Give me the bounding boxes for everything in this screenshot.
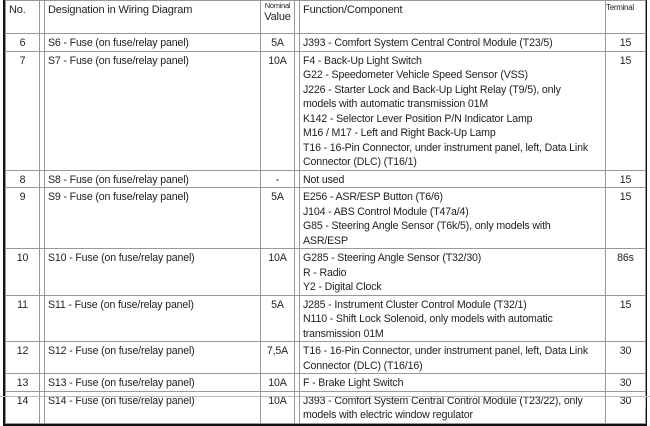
nominal-value-cell: 10A bbox=[260, 373, 295, 392]
nominal-value-cell: 5A bbox=[260, 187, 295, 249]
function-line: Y2 - Digital Clock bbox=[303, 281, 382, 293]
row-number: 6 bbox=[5, 33, 40, 52]
function-line: E256 - ASR/ESP Button (T6/6) bbox=[303, 191, 443, 203]
nominal-value-cell: 7,5A bbox=[260, 341, 295, 374]
function-cell: J393 - Comfort System Central Control Mo… bbox=[299, 33, 606, 52]
function-line: models with automatic transmission 01M bbox=[303, 98, 489, 110]
designation-cell: S7 - Fuse (on fuse/relay panel) bbox=[44, 50, 261, 171]
function-line: R - Radio bbox=[303, 266, 347, 279]
table-row: 13 S13 - Fuse (on fuse/relay panel) 10A F -… bbox=[5, 373, 646, 392]
function-line: G85 - Steering Angle Sensor (T6k/5), onl… bbox=[303, 220, 551, 232]
function-cell: F4 - Back-Up Light Switch G22 - Speedomet… bbox=[299, 50, 606, 171]
function-line: T16 - 16-Pin Connector, under instrument… bbox=[303, 141, 588, 154]
designation-cell: S11 - Fuse (on fuse/relay panel) bbox=[44, 294, 261, 342]
nominal-value-cell: 10A bbox=[260, 50, 295, 171]
header-value: Nominal Value bbox=[260, 0, 295, 34]
function-line: J104 - ABS Control Module (T47a/4) bbox=[303, 205, 469, 218]
function-line: M16 / M17 - Left and Right Back-Up Lamp bbox=[303, 127, 496, 139]
row-number: 7 bbox=[5, 50, 40, 171]
function-line: ASR/ESP bbox=[303, 234, 348, 247]
function-line: N110 - Shift Lock Solenoid, only models … bbox=[303, 313, 553, 325]
fuse-table: No. Designation in Wiring Diagram Nomina… bbox=[5, 0, 646, 424]
terminal-cell: 30 bbox=[605, 373, 646, 392]
designation-cell: S10 - Fuse (on fuse/relay panel) bbox=[44, 248, 261, 296]
function-line: models with electric window regulator bbox=[303, 409, 473, 421]
function-line: Connector (DLC) (T16/1) bbox=[303, 156, 417, 168]
divider bbox=[0, 396, 650, 397]
designation-cell: S12 - Fuse (on fuse/relay panel) bbox=[44, 341, 261, 374]
function-cell: T16 - 16-Pin Connector, under instrument… bbox=[299, 341, 606, 374]
row-number: 9 bbox=[5, 187, 40, 249]
function-line: transmission 01M bbox=[303, 327, 384, 340]
function-cell: E256 - ASR/ESP Button (T6/6) J104 - ABS C… bbox=[299, 187, 606, 249]
fuse-table-container: No. Designation in Wiring Diagram Nomina… bbox=[3, 0, 647, 426]
table-row: 8 S8 - Fuse (on fuse/relay panel) - Not use… bbox=[5, 169, 646, 188]
row-number: 13 bbox=[5, 373, 40, 392]
table-row: 6 S6 - Fuse (on fuse/relay panel) 5A J393 -… bbox=[5, 33, 646, 52]
table-header-row: No. Designation in Wiring Diagram Nomina… bbox=[5, 0, 646, 34]
designation-cell: S8 - Fuse (on fuse/relay panel) bbox=[44, 169, 261, 188]
function-line: T16 - 16-Pin Connector, under instrument… bbox=[303, 345, 588, 357]
table-row: 12 S12 - Fuse (on fuse/relay panel) 7,5A T1… bbox=[5, 341, 646, 374]
header-terminal: Terminal bbox=[605, 0, 646, 34]
function-line: J393 - Comfort System Central Control Mo… bbox=[303, 394, 583, 407]
designation-cell: S6 - Fuse (on fuse/relay panel) bbox=[44, 33, 261, 52]
function-line: J393 - Comfort System Central Control Mo… bbox=[303, 37, 553, 49]
nominal-value-cell: - bbox=[260, 169, 295, 188]
designation-cell: S13 - Fuse (on fuse/relay panel) bbox=[44, 373, 261, 392]
function-cell: F - Brake Light Switch bbox=[299, 373, 606, 392]
terminal-cell: 30 bbox=[605, 341, 646, 374]
terminal-cell: 15 bbox=[605, 50, 646, 171]
header-designation: Designation in Wiring Diagram bbox=[44, 0, 261, 34]
function-cell: G285 - Steering Angle Sensor (T32/30) R -… bbox=[299, 248, 606, 296]
function-line: F4 - Back-Up Light Switch bbox=[303, 54, 422, 67]
terminal-cell: 86s bbox=[605, 248, 646, 296]
table-row: 9 S9 - Fuse (on fuse/relay panel) 5A E256 -… bbox=[5, 187, 646, 249]
function-cell: Not used bbox=[299, 169, 606, 188]
function-line: K142 - Selector Lever Position P/N Indic… bbox=[303, 112, 533, 125]
function-line: J226 - Starter Lock and Back-Up Light Re… bbox=[303, 83, 561, 96]
function-cell: J285 - Instrument Cluster Control Module… bbox=[299, 294, 606, 342]
row-number: 10 bbox=[5, 248, 40, 296]
terminal-cell: 15 bbox=[605, 33, 646, 52]
row-number: 11 bbox=[5, 294, 40, 342]
terminal-cell: 15 bbox=[605, 187, 646, 249]
nominal-value-cell: 10A bbox=[260, 248, 295, 296]
row-number: 8 bbox=[5, 169, 40, 188]
nominal-value-cell: 5A bbox=[260, 33, 295, 52]
function-line: Connector (DLC) (T16/16) bbox=[303, 359, 423, 372]
designation-cell: S9 - Fuse (on fuse/relay panel) bbox=[44, 187, 261, 249]
function-line: G22 - Speedometer Vehicle Speed Sensor (… bbox=[303, 69, 528, 81]
header-function: Function/Component bbox=[299, 0, 606, 34]
nominal-value-cell: 5A bbox=[260, 294, 295, 342]
row-number: 12 bbox=[5, 341, 40, 374]
function-line: F - Brake Light Switch bbox=[303, 377, 404, 389]
table-row: 10 S10 - Fuse (on fuse/relay panel) 10A G28… bbox=[5, 248, 646, 296]
terminal-cell: 15 bbox=[605, 169, 646, 188]
function-line: Not used bbox=[303, 173, 345, 186]
divider bbox=[645, 396, 646, 408]
table-row: 7 S7 - Fuse (on fuse/relay panel) 10A F4 - … bbox=[5, 50, 646, 171]
header-no: No. bbox=[5, 0, 40, 34]
function-line: G285 - Steering Angle Sensor (T32/30) bbox=[303, 252, 482, 264]
terminal-cell: 15 bbox=[605, 294, 646, 342]
function-line: J285 - Instrument Cluster Control Module… bbox=[303, 298, 527, 311]
table-row: 11 S11 - Fuse (on fuse/relay panel) 5A J285… bbox=[5, 294, 646, 342]
